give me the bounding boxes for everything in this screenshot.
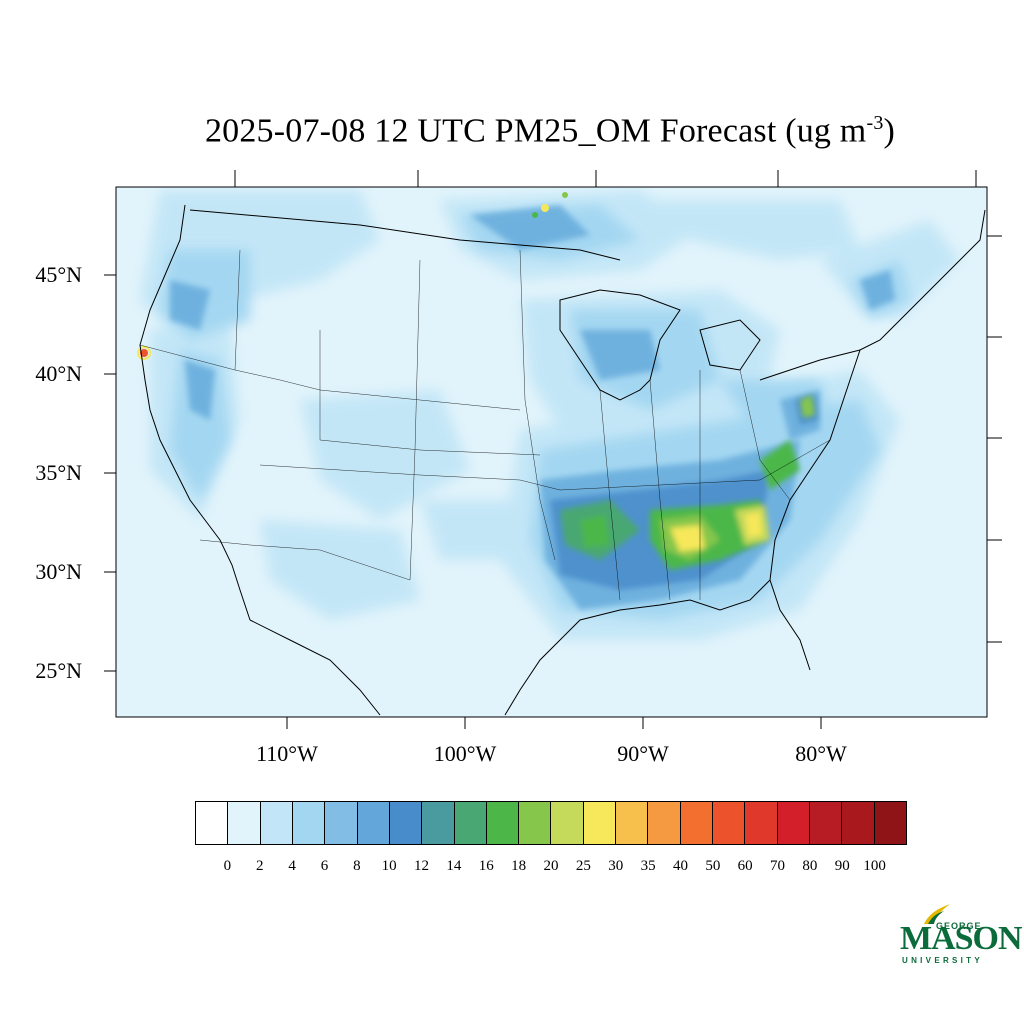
colorbar-label: 16 — [478, 858, 494, 874]
title-text: 2025-07-08 12 UTC PM25_OM Forecast (ug m — [204, 112, 867, 150]
colorbar-label: 25 — [575, 858, 591, 874]
colorbar-label: 20 — [543, 858, 559, 874]
colorbar-swatch — [777, 802, 810, 844]
colorbar-swatch — [809, 802, 843, 844]
colorbar-label: 35 — [640, 858, 656, 874]
colorbar-label: 12 — [414, 858, 430, 874]
title-exponent: -3 — [866, 112, 884, 134]
colorbar-label: 2 — [255, 858, 264, 874]
colorbar-swatch — [389, 802, 423, 844]
lon-label-100w: 100°W — [433, 741, 497, 766]
colorbar-swatch — [325, 802, 358, 844]
colorbar-swatch — [874, 802, 906, 844]
lat-label-40n: 40°N — [35, 361, 82, 386]
colorbar-swatch — [486, 802, 520, 844]
chart-title: 2025-07-08 12 UTC PM25_OM Forecast (ug m… — [0, 112, 1024, 150]
colorbar-swatch — [519, 802, 552, 844]
colorbar-swatch — [260, 802, 293, 844]
logo-line-university: UNIVERSITY — [902, 956, 984, 965]
colorbar-label: 8 — [353, 858, 361, 874]
colorbar-label: 0 — [223, 858, 232, 874]
colorbar-swatch — [196, 802, 229, 844]
colorbar — [195, 801, 907, 845]
axis-ticks — [104, 170, 1002, 729]
colorbar-label: 100 — [863, 858, 886, 874]
colorbar-swatch — [422, 802, 455, 844]
colorbar-swatch — [713, 802, 746, 844]
lon-label-80w: 80°W — [795, 741, 847, 766]
colorbar-label: 10 — [381, 858, 397, 874]
gmu-logo: GEORGE MASON UNIVERSITY — [900, 898, 1023, 968]
colorbar-swatch — [745, 802, 778, 844]
colorbar-swatch — [228, 802, 261, 844]
colorbar-swatch — [583, 802, 617, 844]
map-frame — [115, 186, 988, 718]
logo-line-mason: MASON — [900, 920, 1023, 957]
colorbar-swatch — [648, 802, 681, 844]
colorbar-swatch — [616, 802, 649, 844]
colorbar-label: 6 — [320, 858, 329, 874]
colorbar-label: 40 — [672, 858, 688, 874]
lat-label-30n: 30°N — [35, 559, 82, 584]
colorbar-label: 60 — [737, 858, 753, 874]
logo-line-george: GEORGE — [936, 921, 982, 931]
colorbar-swatch — [357, 802, 390, 844]
title-close: ) — [883, 112, 896, 150]
colorbar-label: 18 — [511, 858, 527, 874]
colorbar-label: 4 — [288, 858, 296, 874]
lat-label-35n: 35°N — [35, 460, 82, 485]
lon-label-110w: 110°W — [256, 741, 318, 766]
colorbar-swatch — [551, 802, 584, 844]
colorbar-label: 90 — [834, 858, 850, 874]
colorbar-label: 50 — [705, 858, 721, 874]
lat-label-45n: 45°N — [35, 262, 82, 287]
lon-label-90w: 90°W — [617, 741, 669, 766]
state-borders — [139, 249, 831, 601]
colorbar-label: 70 — [770, 858, 786, 874]
colorbar-swatch — [842, 802, 875, 844]
lat-label-25n: 25°N — [35, 658, 82, 683]
colorbar-swatch — [292, 802, 326, 844]
colorbar-label: 80 — [802, 858, 818, 874]
logo-flame-icon — [924, 904, 950, 924]
colorbar-label: 30 — [608, 858, 624, 874]
colorbar-label: 14 — [446, 858, 462, 874]
colorbar-swatch — [454, 802, 487, 844]
colorbar-swatch — [680, 802, 713, 844]
